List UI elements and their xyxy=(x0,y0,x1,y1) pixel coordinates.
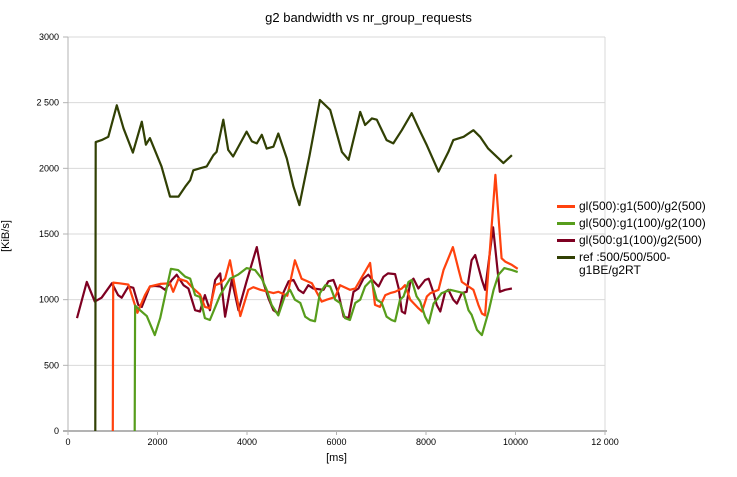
y-tick-label: 1500 xyxy=(39,229,59,239)
axes xyxy=(63,36,607,435)
y-tick-label: 1000 xyxy=(39,295,59,305)
series-lines xyxy=(75,98,519,432)
tick-labels: 0 500 1000 1500 2000 2 500 3000 0 2000 4000 6000 80… xyxy=(36,32,618,447)
x-tick-label: 4000 xyxy=(237,437,257,447)
x-tick-label: 10000 xyxy=(503,437,528,447)
legend-swatch xyxy=(557,205,575,208)
x-tick-label: 12 000 xyxy=(591,437,619,447)
y-tick-label: 3000 xyxy=(39,32,59,42)
gridlines xyxy=(68,36,606,431)
y-tick-label: 500 xyxy=(44,360,59,370)
legend-swatch xyxy=(557,239,575,242)
series-line xyxy=(75,226,513,320)
x-tick-label: 2000 xyxy=(147,437,167,447)
legend-item: gl(500):g1(500)/g2(500) xyxy=(557,200,706,213)
series-line xyxy=(94,98,513,432)
legend-swatch xyxy=(557,256,575,259)
legend-label: ref :500/500/500- g1BE/g2RT xyxy=(579,250,671,277)
legend-label: gl(500):g1(100)/g2(100) xyxy=(579,216,706,230)
x-axis-title: [ms] xyxy=(326,452,347,464)
legend-item: gl(500:g1(100)/g2(500) xyxy=(557,234,706,247)
x-tick-label: 8000 xyxy=(416,437,436,447)
legend: gl(500):g1(500)/g2(500) gl(500):g1(100)/g… xyxy=(557,200,706,281)
legend-label: gl(500:g1(100)/g2(500) xyxy=(579,233,702,247)
chart-title: g2 bandwidth vs nr_group_requests xyxy=(265,10,472,25)
series-line xyxy=(111,173,519,432)
y-tick-label: 2000 xyxy=(39,163,59,173)
legend-item: ref :500/500/500- g1BE/g2RT xyxy=(557,251,706,277)
legend-label: gl(500):g1(500)/g2(500) xyxy=(579,199,706,213)
series-line xyxy=(133,267,519,432)
legend-item: gl(500):g1(100)/g2(100) xyxy=(557,217,706,230)
legend-swatch xyxy=(557,222,575,225)
x-tick-label: 0 xyxy=(65,437,70,447)
x-tick-label: 6000 xyxy=(326,437,346,447)
y-tick-label: 0 xyxy=(54,426,59,436)
y-tick-label: 2 500 xyxy=(36,98,59,108)
